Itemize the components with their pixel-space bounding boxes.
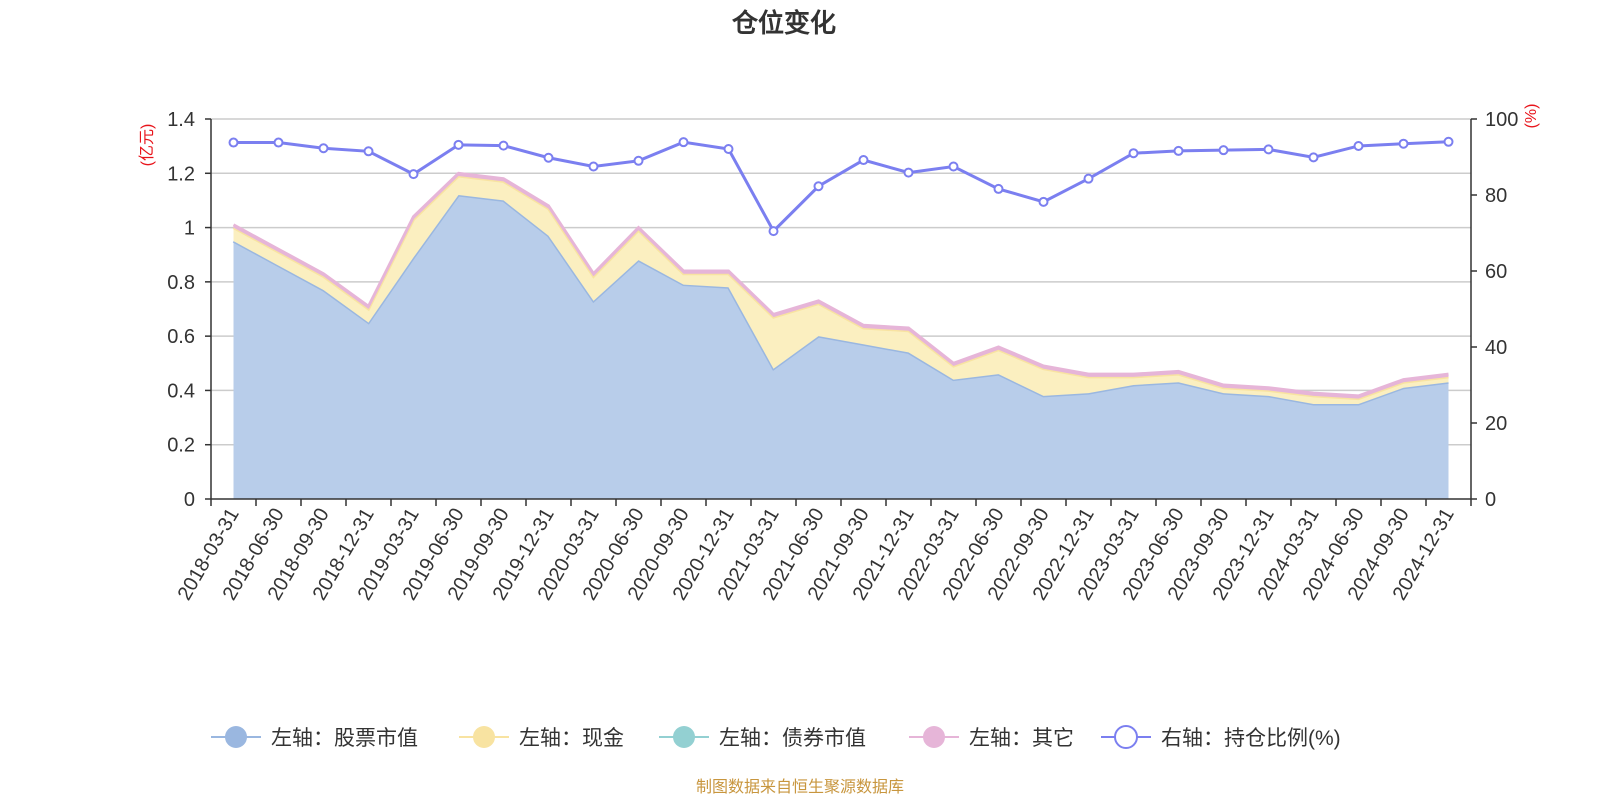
legend-marker <box>473 726 495 748</box>
legend-marker <box>1114 725 1138 749</box>
legend-marker <box>673 726 695 748</box>
right-tick-label: 80 <box>1485 185 1507 207</box>
chart-title: 仓位变化 <box>731 8 836 38</box>
ratio-point <box>1218 145 1229 156</box>
ratio-point <box>768 226 779 237</box>
right-tick-label: 40 <box>1485 337 1507 359</box>
ratio-point <box>1083 173 1094 184</box>
area-0 <box>233 195 1449 499</box>
ratio-point <box>543 152 554 163</box>
left-tick-label: 1.4 <box>167 109 195 131</box>
left-tick-label: 0.2 <box>167 435 195 457</box>
left-axis-unit: (亿元) <box>138 124 156 167</box>
ratio-point <box>408 169 419 180</box>
ratio-point <box>723 144 734 155</box>
area-line-3 <box>232 171 1449 398</box>
ratio-point <box>858 155 869 166</box>
ratio-point <box>1353 140 1364 151</box>
right-tick-label: 0 <box>1485 489 1496 511</box>
ratio-point <box>1038 196 1049 207</box>
ratio-point <box>1308 152 1319 163</box>
ratio-point <box>228 137 239 148</box>
stacked-areas <box>232 171 1449 499</box>
left-tick-label: 1.2 <box>167 163 195 185</box>
right-tick-label: 60 <box>1485 261 1507 283</box>
ratio-point <box>813 181 824 192</box>
legend-marker <box>225 726 247 748</box>
source-note: 制图数据来自恒生聚源数据库 <box>696 778 904 796</box>
legend: 左轴：股票市值 左轴：现金 左轴：债券市值 左轴：其它 右轴：持仓比例(%) <box>211 725 1341 750</box>
left-tick-label: 0.4 <box>167 380 195 402</box>
ratio-line <box>233 140 1449 234</box>
legend-label: 左轴：债券市值 <box>719 727 866 750</box>
right-tick-label: 20 <box>1485 413 1507 435</box>
ratio-point <box>948 161 959 172</box>
ratio-point <box>363 146 374 157</box>
left-tick-label: 1 <box>184 218 195 240</box>
ratio-point <box>318 143 329 154</box>
ratio-point <box>498 140 509 151</box>
legend-marker <box>923 726 945 748</box>
ratio-point <box>633 155 644 166</box>
legend-label: 左轴：其它 <box>969 727 1074 750</box>
ratio-point <box>678 137 689 148</box>
left-tick-label: 0.8 <box>167 272 195 294</box>
left-tick-label: 0.6 <box>167 326 195 348</box>
ratio-point <box>1173 145 1184 156</box>
legend-label: 左轴：股票市值 <box>271 727 418 750</box>
right-tick-label: 100 <box>1485 109 1518 131</box>
ratio-point <box>273 137 284 148</box>
ratio-point <box>993 183 1004 194</box>
ratio-point <box>588 161 599 172</box>
ratio-point <box>1443 136 1454 147</box>
position-ratio-series <box>228 136 1454 237</box>
legend-label: 右轴：持仓比例(%) <box>1161 727 1341 750</box>
ratio-point <box>1128 148 1139 159</box>
ratio-point <box>1398 138 1409 149</box>
left-tick-label: 0 <box>184 489 195 511</box>
ratio-point <box>1263 144 1274 155</box>
right-axis-unit: (%) <box>1523 104 1540 129</box>
ratio-point <box>903 167 914 178</box>
legend-label: 左轴：现金 <box>519 727 624 750</box>
ratio-point <box>453 139 464 150</box>
